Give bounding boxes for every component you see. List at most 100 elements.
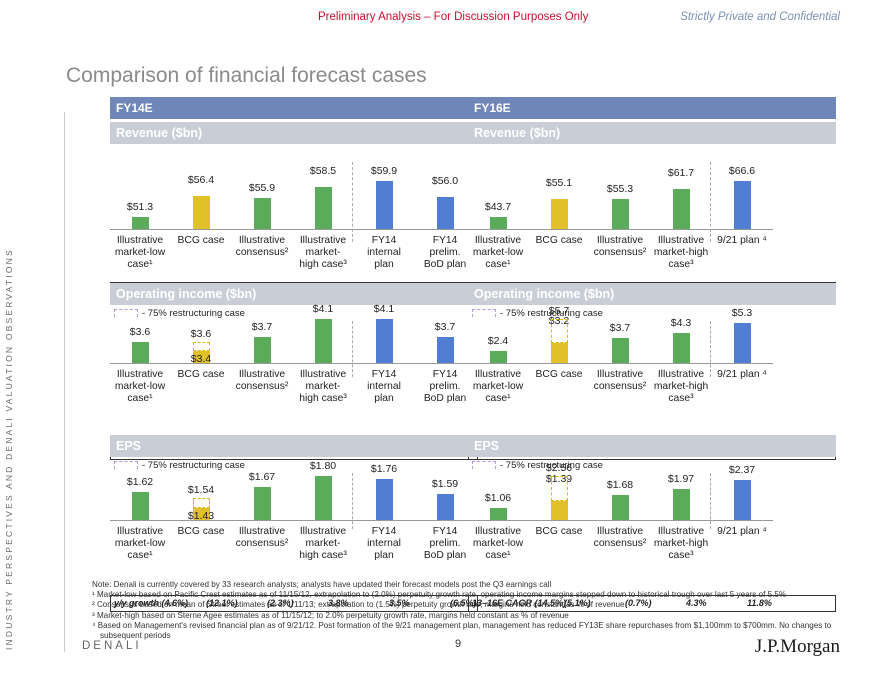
category-line: Illustrative <box>474 526 522 537</box>
category-line <box>525 247 593 259</box>
category-line: 9/21 plan ⁴ <box>717 526 767 537</box>
eps-baseline <box>110 520 476 521</box>
eps-row-value: (2.3%) <box>267 598 294 608</box>
category-line: prelim. <box>429 538 461 549</box>
category-line <box>708 538 776 550</box>
page-title: Comparison of financial forecast cases <box>66 64 427 87</box>
category-line: Illustrative <box>657 235 705 246</box>
eps-row-value: 11.8% <box>747 598 772 608</box>
opinc-legend: - 75% restructuring case <box>472 308 603 319</box>
category-line <box>167 550 235 562</box>
category-line: BCG case <box>535 235 583 246</box>
revenue-category-label: Illustrative market-high case³ <box>647 235 715 271</box>
opinc-restructuring-label: $5.7 <box>548 305 570 317</box>
category-line: market- <box>305 247 341 258</box>
eps-category-label: FY14 prelim. BoD plan <box>411 526 479 562</box>
footnote-4: ⁴ Based on Management's revised financia… <box>92 620 832 641</box>
revenue-column: $56.0 FY14 prelim. BoD plan <box>415 144 475 270</box>
eps-value-label: $2.37 <box>728 464 756 477</box>
opinc-value-label: $3.7 <box>609 322 631 335</box>
opinc-bar <box>551 343 568 363</box>
category-line: BoD plan <box>423 393 467 404</box>
category-line: market-high <box>653 247 709 258</box>
eps-row-value: (6.5%) <box>450 598 477 608</box>
category-line: Illustrative <box>116 235 164 246</box>
revenue-category-label: BCG case <box>167 235 235 271</box>
category-line: case¹ <box>485 259 511 270</box>
opinc-baseline <box>110 363 476 364</box>
opinc-category-label: FY14 internal plan <box>350 369 418 405</box>
revenue-column: $61.7 Illustrative market-high case³ <box>651 144 711 270</box>
revenue-category-label: Illustrative market-low case¹ <box>106 235 174 271</box>
jpmorgan-logo: J.P.Morgan <box>754 636 840 657</box>
preliminary-banner: Preliminary Analysis – For Discussion Pu… <box>318 11 589 23</box>
opinc-value-label: $4.1 <box>373 303 395 315</box>
revenue-column: $55.3 Illustrative consensus² <box>590 144 650 258</box>
restructuring-legend-label: - 75% restructuring case <box>142 308 245 319</box>
opinc-chart: - 75% restructuring case $2.4 Illustrative… <box>468 305 836 417</box>
category-line: consensus² <box>593 247 647 258</box>
opinc-bar <box>376 319 393 363</box>
revenue-chart: $43.7 Illustrative market-low case¹ $55.1 BCG… <box>468 144 836 270</box>
category-line <box>525 381 593 393</box>
revenue-value-label: $55.9 <box>248 181 276 194</box>
opinc-column: $3.7 Illustrative consensus² <box>590 305 650 417</box>
opinc-bar <box>193 351 210 363</box>
revenue-column: $56.4 BCG case <box>171 144 231 256</box>
opinc-bar <box>612 338 629 363</box>
category-line: FY14 <box>432 526 458 537</box>
opinc-restructuring-bar <box>551 319 568 344</box>
revenue-bar <box>673 188 690 229</box>
eps-metric-row: 13–16E CAGR (14.5%) (5.1%) (0.7%) 4.3% 11.8% <box>468 595 836 612</box>
revenue-plan-separator <box>352 162 353 242</box>
opinc-column: $5.3 9/21 plan ⁴ <box>712 305 772 417</box>
eps-value-label: $1.97 <box>667 472 695 485</box>
revenue-column: $55.9 Illustrative consensus² <box>232 144 292 258</box>
category-line: FY14 <box>371 369 397 380</box>
eps-row-value: 3.8% <box>328 598 349 608</box>
category-line: market-low <box>114 247 166 258</box>
eps-column: $1.97 Illustrative market-high case³ <box>651 457 711 569</box>
eps-value-label: $1.62 <box>126 475 154 488</box>
eps-legend: - 75% restructuring case <box>114 460 245 471</box>
category-line: plan <box>374 393 394 404</box>
fy14e-panel: FY14E Revenue ($bn) $51.3 Illustrative mark… <box>110 97 479 612</box>
category-line <box>167 259 235 271</box>
revenue-category-label: 9/21 plan ⁴ <box>708 235 776 271</box>
category-line: BoD plan <box>423 550 467 561</box>
eps-metric-row: y/y growth (4.6%) (12.1%) (2.3%) 3.8% 3.5% (6… <box>110 595 478 612</box>
category-line: prelim. <box>429 381 461 392</box>
eps-category-label: FY14 internal plan <box>350 526 418 562</box>
category-line: consensus² <box>593 538 647 549</box>
revenue-column: $58.5 Illustrative market-high case³ <box>293 144 353 270</box>
opinc-category-label: Illustrative market-low case¹ <box>106 369 174 405</box>
footnotes: Note: Denali is currently covered by 33 … <box>92 580 842 641</box>
category-line: FY14 <box>371 526 397 537</box>
opinc-plan-separator <box>710 321 711 377</box>
eps-plan-separator <box>710 473 711 529</box>
opinc-value-label: $3.6 <box>129 325 151 338</box>
revenue-value-label: $59.9 <box>370 165 398 177</box>
category-line: high case³ <box>299 259 347 270</box>
revenue-value-label: $56.0 <box>431 175 459 188</box>
eps-value-label: $1.67 <box>248 471 276 484</box>
eps-baseline <box>468 520 773 521</box>
page-number: 9 <box>455 638 462 650</box>
category-line: market-low <box>472 247 524 258</box>
revenue-value-label: $66.6 <box>728 165 756 177</box>
footnote-0: Note: Denali is currently covered by 33 … <box>92 580 552 589</box>
category-line: consensus² <box>235 538 289 549</box>
eps-row-value: (12.1%) <box>206 598 238 608</box>
category-line: Illustrative <box>299 235 347 246</box>
category-line <box>708 247 776 259</box>
category-line: Illustrative <box>238 369 286 380</box>
category-line: market-low <box>472 381 524 392</box>
confidential-banner: Strictly Private and Confidential <box>680 11 840 23</box>
opinc-column: $3.7 FY14 prelim. BoD plan <box>415 305 475 417</box>
eps-bar <box>673 488 690 520</box>
category-line: Illustrative <box>596 235 644 246</box>
category-line <box>167 381 235 393</box>
revenue-baseline <box>110 229 476 230</box>
eps-value-label: $1.80 <box>309 460 337 472</box>
eps-bar <box>132 491 149 520</box>
